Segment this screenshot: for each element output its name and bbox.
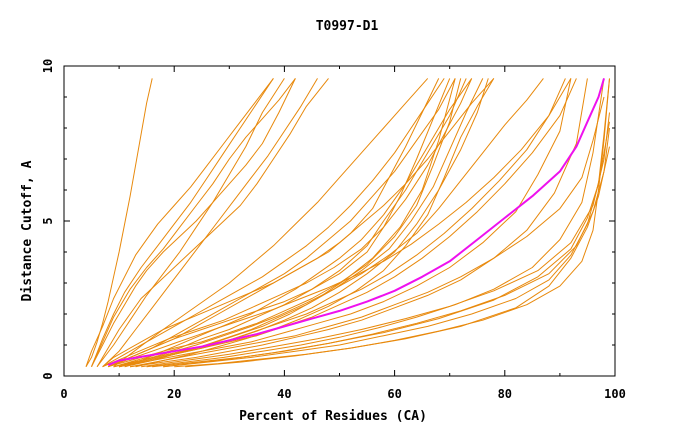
x-tick-label: 100 xyxy=(604,387,626,401)
model-curve-1 xyxy=(85,78,153,367)
model-curve-25 xyxy=(102,78,318,368)
ticks-layer: 0 20 40 60 80 100 0 5 10 xyxy=(41,59,626,401)
model-curve-27 xyxy=(107,78,456,368)
model-curve-2 xyxy=(85,78,274,367)
model-curve-11 xyxy=(107,78,440,368)
model-curve-28 xyxy=(96,78,285,368)
series-layer xyxy=(85,78,610,368)
model-curve-23 xyxy=(163,121,610,368)
y-tick-label: 5 xyxy=(41,217,55,224)
model-curve-15 xyxy=(119,78,572,368)
model-curve-20 xyxy=(130,96,605,368)
model-curve-16 xyxy=(130,78,588,368)
model-curve-36 xyxy=(118,78,489,368)
model-curve-24 xyxy=(185,146,610,368)
x-tick-label: 80 xyxy=(498,387,512,401)
highlighted-model-curve xyxy=(107,78,605,367)
model-curve-19 xyxy=(174,78,610,368)
model-curve-32 xyxy=(113,78,544,368)
model-curve-17 xyxy=(146,78,605,368)
model-curve-7 xyxy=(107,78,467,368)
x-tick-label: 0 xyxy=(60,387,67,401)
x-tick-label: 20 xyxy=(167,387,181,401)
model-curve-10 xyxy=(102,78,473,368)
model-curve-26 xyxy=(113,78,429,368)
highlight-layer xyxy=(107,78,605,367)
model-curve-5 xyxy=(91,78,296,367)
model-curve-8 xyxy=(107,78,462,368)
chart-title: T0997-D1 xyxy=(316,19,379,34)
model-curve-33 xyxy=(107,78,572,368)
y-axis-label: Distance Cutoff, A xyxy=(20,160,35,301)
y-tick-label: 0 xyxy=(41,372,55,379)
x-tick-label: 40 xyxy=(277,387,291,401)
model-curve-3 xyxy=(91,78,296,367)
y-tick-label: 10 xyxy=(41,59,55,73)
x-axis-label: Percent of Residues (CA) xyxy=(239,409,427,424)
model-curve-4 xyxy=(96,78,329,367)
model-curve-34 xyxy=(135,78,495,368)
model-curve-35 xyxy=(102,78,445,368)
model-curve-22 xyxy=(152,127,610,368)
model-curve-30 xyxy=(118,78,473,368)
plot-frame xyxy=(63,65,616,377)
model-curve-31 xyxy=(124,78,456,368)
model-curve-9 xyxy=(113,78,451,368)
x-tick-label: 60 xyxy=(387,387,401,401)
model-curve-29 xyxy=(91,78,274,367)
